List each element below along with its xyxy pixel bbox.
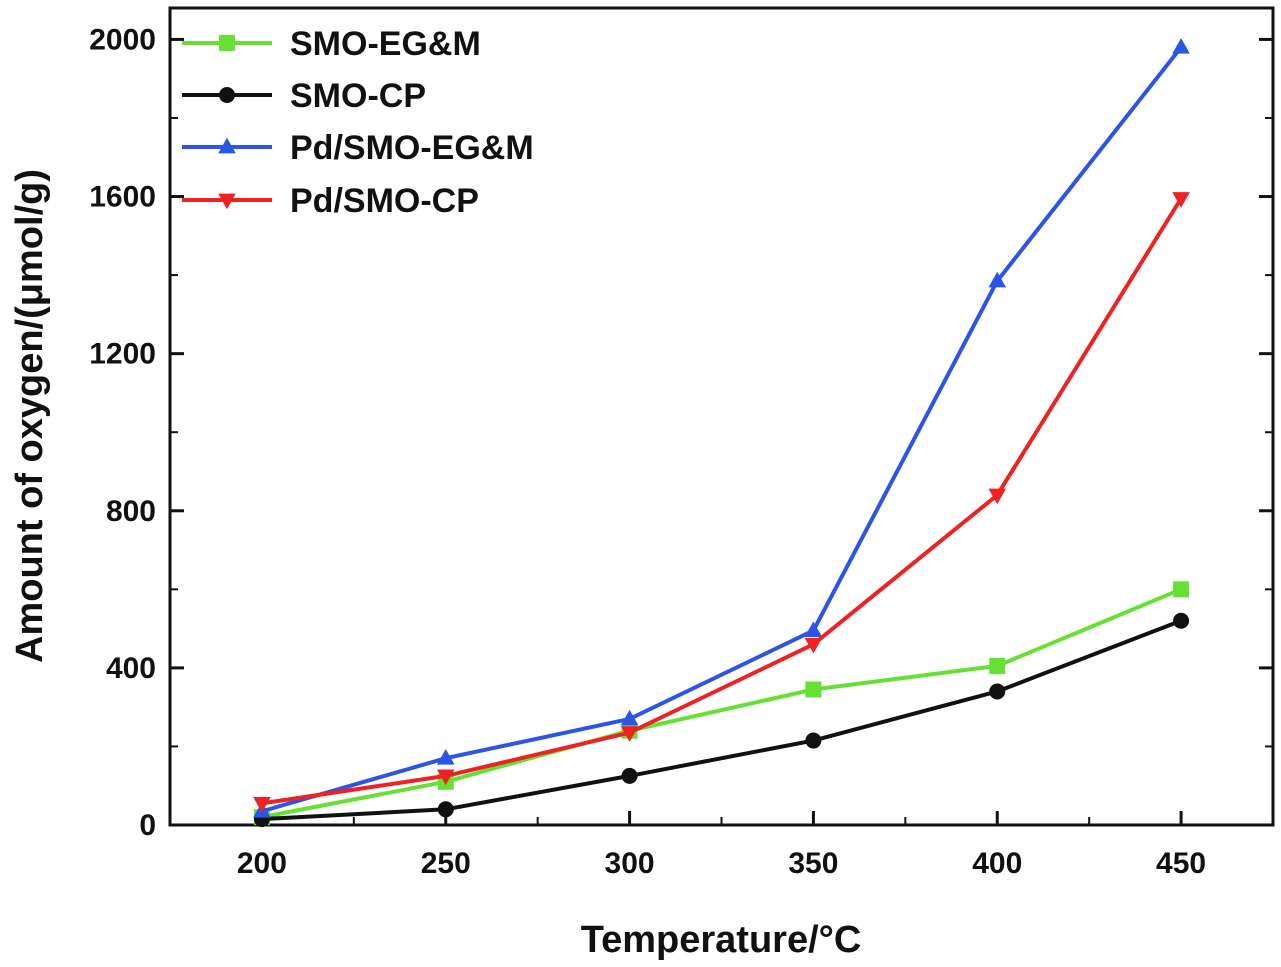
x-tick-label: 200	[237, 847, 287, 880]
data-point	[804, 637, 823, 654]
legend-item: Pd/SMO-EG&M	[182, 129, 534, 167]
x-tick-label: 450	[1156, 847, 1206, 880]
data-point	[437, 801, 454, 818]
data-point	[989, 683, 1006, 700]
data-point	[804, 621, 823, 637]
y-tick-label: 400	[106, 652, 156, 685]
data-point	[805, 681, 822, 698]
data-point	[805, 732, 822, 749]
series-line	[261, 618, 1182, 822]
axes: 200 250 300 350 400 450 0 400 800 1200 1600 2000	[89, 23, 1273, 880]
y-tick-label: 1200	[89, 338, 156, 371]
data-point	[620, 709, 639, 726]
data-point	[1173, 612, 1190, 629]
data-point	[620, 726, 639, 742]
y-tick-label: 0	[139, 809, 156, 842]
x-axis-title: Temperature/°C	[581, 919, 862, 961]
data-point	[436, 769, 455, 786]
legend-label: Pd/SMO-CP	[290, 182, 479, 220]
y-tick-label: 800	[106, 495, 156, 528]
legend-marker	[219, 35, 235, 51]
series-line	[261, 197, 1183, 806]
legend-marker	[218, 137, 236, 154]
legend-marker	[218, 193, 236, 210]
data-point	[988, 271, 1007, 288]
series-pd-smo-cp	[253, 192, 1190, 813]
x-tick-label: 250	[421, 847, 471, 880]
series-layer	[253, 38, 1190, 828]
data-point	[1172, 192, 1190, 208]
data-point	[621, 767, 638, 784]
legend: SMO-EG&M SMO-CP Pd/SMO-EG&M Pd/SMO-CP	[182, 25, 534, 220]
data-point	[988, 488, 1007, 505]
data-point	[989, 657, 1006, 674]
data-point	[436, 749, 455, 765]
legend-item: Pd/SMO-CP	[182, 182, 479, 220]
legend-label: SMO-EG&M	[290, 25, 481, 63]
x-tick-label: 350	[788, 847, 838, 880]
series-line	[261, 46, 1183, 814]
series-pd-smo-eg-m	[253, 38, 1190, 818]
x-tick-label: 300	[605, 847, 655, 880]
data-point	[1172, 38, 1190, 54]
legend-label: SMO-CP	[290, 77, 426, 115]
legend-item: SMO-EG&M	[182, 25, 481, 63]
series-smo-eg-m	[253, 581, 1190, 826]
legend-marker	[219, 87, 235, 103]
y-tick-label: 2000	[89, 23, 156, 56]
x-tick-label: 400	[972, 847, 1022, 880]
data-point	[253, 796, 271, 813]
y-axis-title: Amount of oxygen/(μmol/g)	[9, 169, 51, 663]
y-tick-label: 1600	[89, 181, 156, 214]
legend-label: Pd/SMO-EG&M	[290, 129, 534, 167]
legend-item: SMO-CP	[182, 77, 426, 115]
data-point	[1173, 581, 1190, 598]
series-line	[261, 587, 1182, 820]
